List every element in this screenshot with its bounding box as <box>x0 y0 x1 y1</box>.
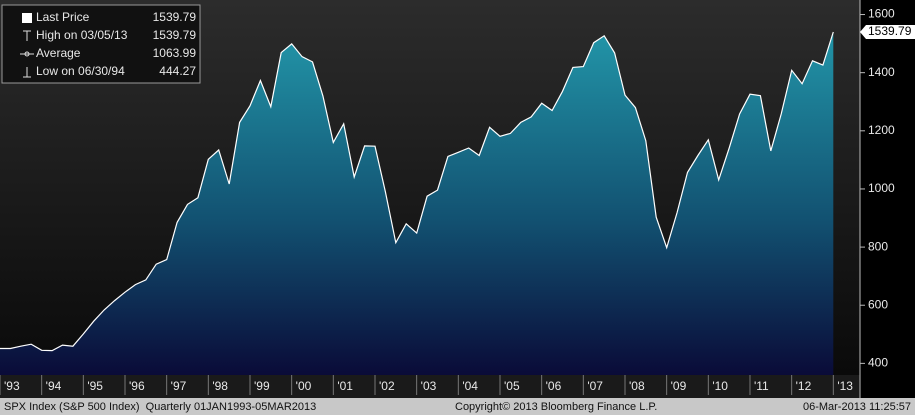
x-tick-label: '05 <box>504 379 520 393</box>
x-tick-label: '95 <box>87 379 103 393</box>
x-tick-label: '06 <box>546 379 562 393</box>
x-tick-label: '96 <box>129 379 145 393</box>
x-tick-label: '97 <box>171 379 187 393</box>
footer-background <box>0 398 915 415</box>
legend-value: 1063.99 <box>153 46 197 60</box>
legend-label: Last Price <box>36 10 90 24</box>
legend-box <box>1 4 201 84</box>
footer-left: SPX Index (S&P 500 Index) Quarterly 01JA… <box>4 401 316 413</box>
x-tick-label: '13 <box>837 379 853 393</box>
legend-value: 1539.79 <box>153 28 197 42</box>
x-tick-label: '98 <box>212 379 228 393</box>
x-axis-background <box>0 375 860 398</box>
y-axis-background <box>860 0 915 398</box>
x-tick-label: '03 <box>421 379 437 393</box>
legend-icon <box>22 13 32 23</box>
x-tick-label: '07 <box>587 379 603 393</box>
line <box>0 31 834 352</box>
x-tick-label: '99 <box>254 379 270 393</box>
x-tick-label: '02 <box>379 379 395 393</box>
x-tick-label: '09 <box>671 379 687 393</box>
footer-right: 06-Mar-2013 11:25:57 <box>803 401 911 413</box>
y-tick-label: 1400 <box>868 65 895 79</box>
x-tick-label: '00 <box>296 379 312 393</box>
x-tick-label: '10 <box>712 379 728 393</box>
y-tick-label: 400 <box>868 356 888 370</box>
y-tick-label: 1200 <box>868 123 895 137</box>
y-tick-label: 1600 <box>868 7 895 21</box>
x-tick-label: '11 <box>754 379 769 393</box>
legend-label: Low on 06/30/94 <box>36 64 125 78</box>
x-tick-label: '04 <box>462 379 478 393</box>
legend-value: 444.27 <box>159 64 196 78</box>
x-tick-label: '93 <box>4 379 20 393</box>
legend-icon <box>20 51 34 57</box>
y-tick-label: 800 <box>868 239 888 253</box>
area <box>0 32 834 375</box>
legend-icon <box>23 30 31 41</box>
x-tick-label: '08 <box>629 379 645 393</box>
x-tick-label: '94 <box>46 379 62 393</box>
last-price-label: 1539.79 <box>868 24 912 38</box>
y-tick-label: 1000 <box>868 181 895 195</box>
legend-label: High on 03/05/13 <box>36 28 128 42</box>
legend-value: 1539.79 <box>153 10 197 24</box>
x-tick-label: '12 <box>796 379 812 393</box>
footer-center: Copyright© 2013 Bloomberg Finance L.P. <box>455 401 657 413</box>
legend-label: Average <box>36 46 81 60</box>
legend-icon <box>23 67 31 78</box>
x-tick-label: '01 <box>337 379 353 393</box>
y-tick-label: 600 <box>868 297 888 311</box>
last-price-marker <box>860 25 915 40</box>
